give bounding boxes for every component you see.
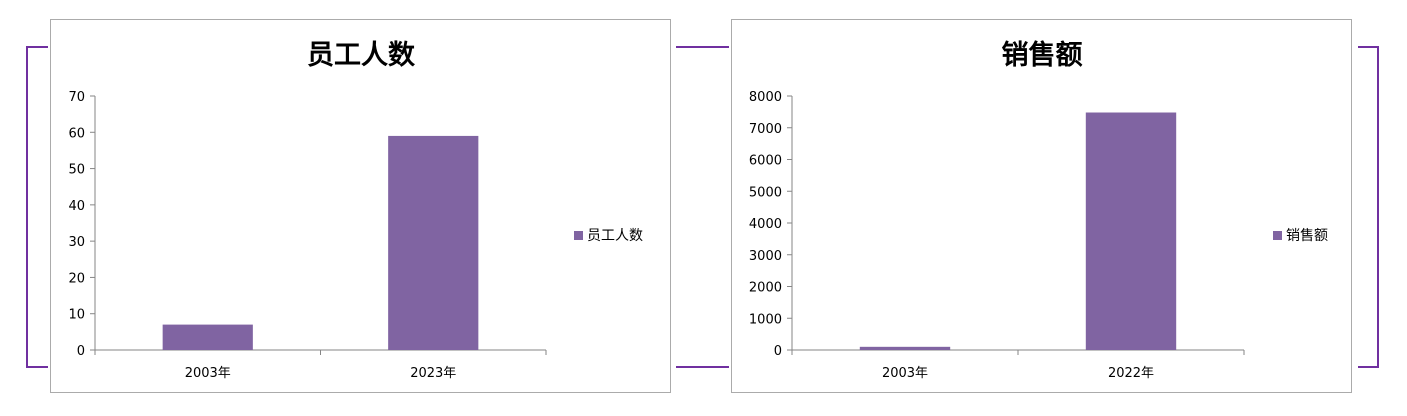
chart-svg-0: 员工人数 0 10 20 30 40 50 60 70 2003年 2023年 员工人数 [68, 40, 643, 381]
y-tick-label: 10 [68, 308, 85, 323]
legend-label: 销售额 [1286, 228, 1328, 244]
x-tick-label: 2022年 [1108, 366, 1154, 381]
bracket-right-vertical [1377, 46, 1379, 368]
x-tick-label: 2023年 [410, 366, 456, 381]
y-tick-label: 3000 [749, 249, 782, 264]
bar-2003年 [859, 346, 951, 350]
y-tick-label: 0 [774, 344, 782, 359]
bracket-right-bottom [1358, 366, 1379, 368]
bar-2023年 [388, 135, 479, 350]
y-tick-label: 2000 [749, 281, 782, 296]
y-tick-label: 70 [68, 90, 85, 105]
y-tick-label: 60 [68, 126, 85, 141]
y-tick-label: 0 [77, 344, 85, 359]
legend-swatch [574, 231, 583, 240]
x-tick-label: 2003年 [882, 366, 928, 381]
y-tick-label: 20 [68, 271, 85, 286]
chart-title: 销售额 [1002, 39, 1083, 71]
chart-employees: 员工人数 0 10 20 30 40 50 60 70 2003年 2023年 员工人数 [50, 19, 671, 393]
y-tick-label: 8000 [749, 90, 782, 105]
bar-2003年 [162, 324, 253, 350]
y-tick-label: 50 [68, 163, 85, 178]
bar-2022年 [1085, 112, 1177, 350]
y-tick-label: 30 [68, 235, 85, 250]
chart-svg-1: 销售额 0 1000 2000 3000 4000 5000 6000 7000 8000 2003… [749, 39, 1328, 381]
bracket-right-top [1358, 46, 1379, 48]
y-tick-label: 1000 [749, 312, 782, 327]
connector-bottom [676, 366, 729, 368]
bracket-left-vertical [26, 46, 28, 368]
y-tick-label: 4000 [749, 217, 782, 232]
legend-label: 员工人数 [587, 228, 643, 244]
chart-title: 员工人数 [307, 40, 416, 71]
legend-swatch [1273, 231, 1282, 240]
chart-sales: 销售额 0 1000 2000 3000 4000 5000 6000 7000 8000 2003… [731, 19, 1352, 393]
y-tick-label: 40 [68, 199, 85, 214]
bracket-left-top [26, 46, 48, 48]
bracket-left-bottom [26, 366, 48, 368]
x-tick-label: 2003年 [185, 366, 231, 381]
y-tick-label: 7000 [749, 122, 782, 137]
y-tick-label: 6000 [749, 154, 782, 169]
y-tick-label: 5000 [749, 185, 782, 200]
connector-top [676, 46, 729, 48]
